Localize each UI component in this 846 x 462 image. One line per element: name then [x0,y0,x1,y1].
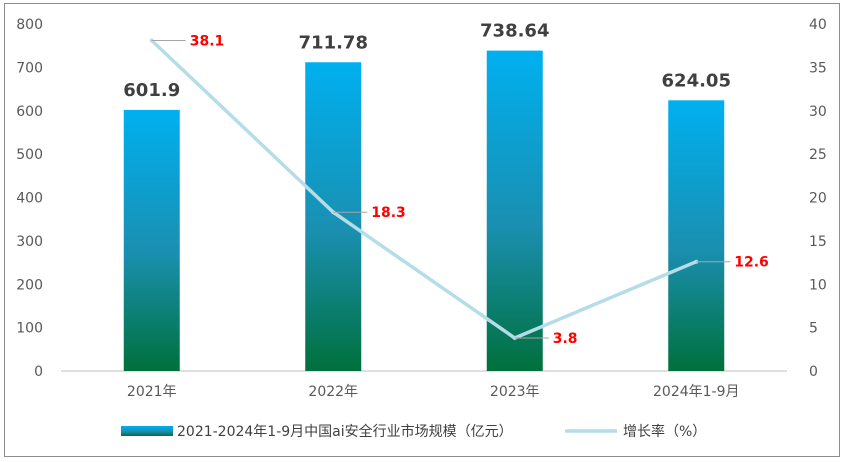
bar-value-label: 711.78 [299,32,368,53]
rate-value-label: 38.1 [190,33,225,49]
left-axis-tick-label: 600 [16,104,43,120]
rate-value-label: 3.8 [553,331,578,347]
legend-bar-label: 2021-2024年1-9月中国ai安全行业市场规模（亿元） [177,423,513,440]
combo-chart: 0 100 200 300 400 500 600 700 800 0 5 10 15 20 25 30 35… [16,17,827,440]
rate-value-label: 18.3 [371,205,406,221]
right-axis-tick-label: 40 [809,17,827,33]
line-series [149,38,699,341]
left-axis-tick-label: 700 [16,60,43,76]
growth-rate-line [150,39,697,340]
right-axis-tick-label: 30 [809,104,827,120]
bar-value-label: 738.64 [480,21,549,42]
bar-value-label: 624.05 [662,70,731,91]
left-axis-tick-label: 500 [16,147,43,163]
bar [123,109,180,371]
left-axis-tick-label: 400 [16,191,43,207]
right-axis-tick-label: 5 [809,321,818,337]
bar-series [123,50,725,372]
right-axis-tick-label: 0 [809,364,818,380]
x-axis-tick-label: 2022年 [308,384,358,400]
right-axis-tick-label: 10 [809,277,827,293]
data-labels: 601.9 711.78 738.64 624.05 38.1 18.3 3.8 12.6 [123,21,769,347]
left-axis-tick-label: 300 [16,234,43,250]
bar [668,100,725,372]
left-axis-tick-label: 100 [16,321,43,337]
bar-value-label: 601.9 [123,80,180,101]
right-axis-tick-label: 20 [809,191,827,207]
left-y-axis: 0 100 200 300 400 500 600 700 800 [16,17,43,380]
bar [486,50,543,371]
chart-frame: 0 100 200 300 400 500 600 700 800 0 5 10 15 20 25 30 35… [4,3,840,457]
legend-bar-swatch [121,426,173,436]
bar [305,62,362,371]
legend-line-label: 增长率（%） [623,423,706,440]
right-axis-tick-label: 15 [809,234,827,250]
left-axis-tick-label: 800 [16,17,43,33]
x-axis-tick-label: 2021年 [127,384,177,400]
rate-value-label: 12.6 [734,255,769,271]
right-axis-tick-label: 25 [809,147,827,163]
legend: 2021-2024年1-9月中国ai安全行业市场规模（亿元） 增长率（%） [121,423,706,440]
left-axis-tick-label: 0 [34,364,43,380]
right-y-axis: 0 5 10 15 20 25 30 35 40 [809,17,827,380]
x-axis-tick-label: 2023年 [490,384,540,400]
right-axis-tick-label: 35 [809,60,827,76]
x-axis-tick-label: 2024年1-9月 [653,384,740,400]
x-axis: 2021年 2022年 2023年 2024年1-9月 [61,370,787,400]
left-axis-tick-label: 200 [16,277,43,293]
